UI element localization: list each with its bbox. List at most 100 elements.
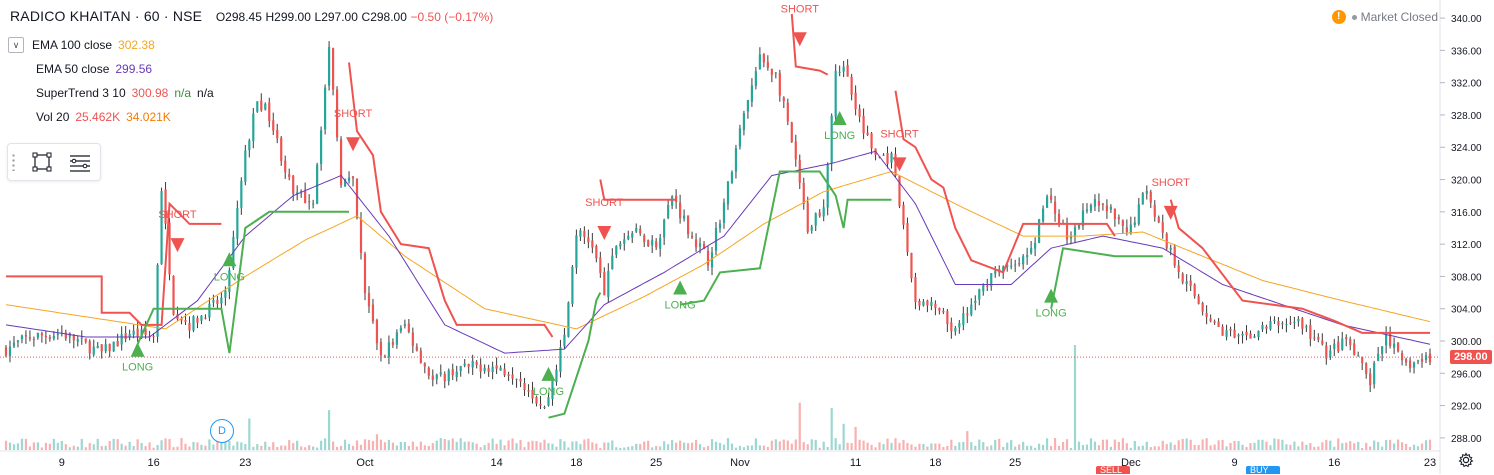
- x-tick-label: 25: [1009, 457, 1021, 469]
- candle-body: [611, 255, 614, 270]
- candle: [116, 333, 119, 347]
- candle-body: [1221, 326, 1224, 336]
- x-tick-label: 11: [850, 457, 861, 469]
- candle: [180, 316, 183, 325]
- candle-body: [627, 235, 630, 240]
- volume-bar: [12, 444, 16, 450]
- candle: [160, 187, 163, 265]
- candle: [1221, 324, 1224, 336]
- y-tick-label: 300.00: [1451, 337, 1482, 348]
- volume-bar: [551, 443, 554, 450]
- supertrend-down-line: [348, 62, 554, 338]
- volume-bar: [288, 440, 291, 450]
- candle-body: [842, 66, 845, 72]
- text-lines-icon[interactable]: [66, 148, 94, 176]
- short-label: SHORT: [334, 108, 373, 120]
- candle: [467, 363, 470, 374]
- candle-body: [623, 239, 626, 244]
- volume-bar: [782, 439, 785, 450]
- y-tick-label: 292.00: [1451, 402, 1482, 413]
- dividend-marker[interactable]: D: [210, 419, 234, 443]
- volume-bar: [1233, 440, 1236, 450]
- candle: [778, 69, 781, 102]
- drawing-toolbox[interactable]: [7, 143, 101, 181]
- volume-bar: [439, 438, 442, 450]
- symbol-title[interactable]: RADICO KHAITAN · 60 · NSE: [10, 8, 203, 24]
- volume-bar: [882, 444, 885, 450]
- volume-bar: [806, 444, 809, 450]
- volume-bar: [475, 443, 478, 450]
- candle-body: [890, 153, 893, 163]
- price-axis: 340.00 336.00 332.00 328.00 324.00 320.00 316.…: [1439, 0, 1482, 474]
- candle: [324, 84, 327, 135]
- legend-value: 300.98: [131, 86, 169, 100]
- candle: [790, 121, 793, 143]
- volume-bar: [443, 439, 446, 450]
- legend-row[interactable]: SuperTrend 3 10 300.98 n/a n/a: [10, 81, 214, 105]
- candle: [56, 328, 59, 340]
- candle-body: [308, 201, 311, 203]
- candle-body: [942, 310, 945, 313]
- candle: [1053, 195, 1057, 222]
- market-status[interactable]: ! Market Closed: [1331, 10, 1438, 24]
- collapse-legend-button[interactable]: ∨: [8, 37, 24, 53]
- long-signal: LONG: [214, 252, 245, 283]
- legend-row[interactable]: ∨ EMA 100 close 302.38: [8, 33, 214, 57]
- drag-handle[interactable]: [12, 153, 15, 171]
- short-label: SHORT: [1152, 177, 1191, 189]
- candle-body: [1065, 225, 1069, 240]
- candle-body: [499, 367, 502, 371]
- candle-body: [64, 332, 67, 339]
- candle-body: [938, 307, 941, 311]
- candle: [535, 395, 538, 407]
- candle-body: [312, 203, 315, 205]
- candle: [507, 371, 510, 381]
- candle: [1373, 360, 1376, 389]
- volume-bar: [563, 441, 566, 450]
- candle: [1309, 319, 1312, 347]
- candle: [503, 363, 506, 378]
- candle: [990, 273, 993, 291]
- candle: [276, 123, 279, 144]
- candle-body: [1229, 329, 1232, 331]
- volume-bar: [495, 443, 498, 450]
- volume-bar: [1129, 447, 1132, 450]
- volume-bar: [950, 439, 953, 450]
- candle-body: [1353, 343, 1356, 356]
- warning-icon[interactable]: !: [1331, 10, 1346, 24]
- candle: [742, 110, 746, 136]
- candle-body: [252, 113, 255, 142]
- candle-body: [814, 213, 817, 226]
- rectangle-tool-icon[interactable]: [28, 148, 56, 176]
- volume-bar: [467, 441, 470, 450]
- candle: [1049, 188, 1053, 204]
- candle-body: [112, 341, 115, 352]
- candle-body: [188, 322, 191, 331]
- candle-body: [335, 89, 339, 138]
- volume-bar: [327, 410, 331, 450]
- candle-body: [886, 153, 889, 165]
- volume-bar: [603, 442, 606, 450]
- candle: [543, 405, 546, 410]
- sell-button[interactable]: SELL: [1096, 466, 1130, 475]
- candle-body: [846, 65, 849, 77]
- candle: [802, 177, 805, 210]
- candle: [363, 251, 367, 301]
- legend-row[interactable]: EMA 50 close 299.56: [10, 57, 214, 81]
- candle-body: [1396, 342, 1400, 352]
- volume-bar: [359, 444, 363, 450]
- volume-bar: [483, 445, 486, 450]
- candle-body: [224, 290, 227, 298]
- ohlc-low: L297.00: [314, 10, 358, 24]
- gear-icon[interactable]: [1458, 452, 1474, 468]
- y-tick-label: 320.00: [1451, 176, 1482, 187]
- buy-button[interactable]: BUY: [1246, 466, 1280, 475]
- candle-body: [1416, 360, 1420, 362]
- legend-row[interactable]: Vol 20 25.462K 34.021K: [10, 105, 214, 129]
- candle-body: [535, 396, 538, 404]
- candle: [1113, 208, 1116, 227]
- candle-body: [483, 367, 486, 372]
- candle-body: [244, 150, 247, 182]
